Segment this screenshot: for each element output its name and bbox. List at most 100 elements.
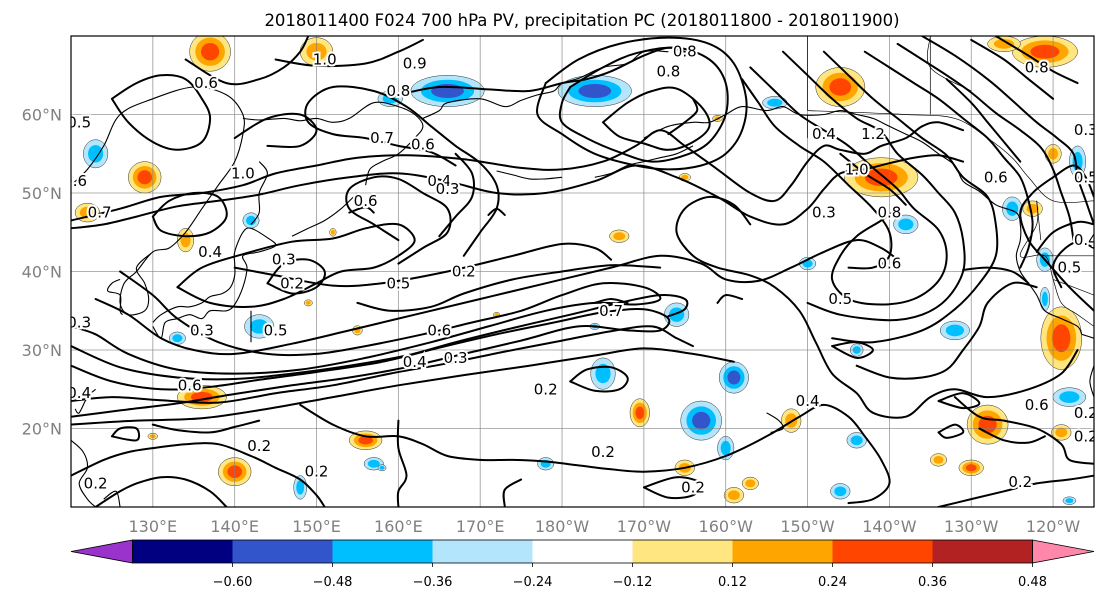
contour-label-11: 1.0 (231, 164, 255, 182)
contour-label-15: 0.3 (190, 321, 214, 339)
pv-contour-54 (151, 191, 228, 238)
colorbar-extend-low (70, 539, 133, 564)
contour-label-52: 0.7 (88, 204, 112, 222)
colorbar-tick-label-4: −0.12 (613, 575, 653, 590)
precip-blob-2-band-2 (137, 170, 152, 185)
contour-label-10: 0.4 (198, 243, 222, 261)
lon-label-150: 150°E (292, 517, 341, 536)
colorbar-swatch-8 (932, 540, 1033, 563)
precip-blob-12-band-1 (296, 480, 305, 495)
pv-contour-33 (994, 36, 1079, 85)
lon-label-230: 130°W (944, 517, 999, 536)
contour-label-50: 0.2 (84, 474, 108, 492)
precip-blob-61-band-1 (379, 465, 385, 470)
pv-contour-49 (94, 475, 228, 507)
contour-label-4: 0.6 (411, 135, 435, 153)
pv-contour-7 (94, 239, 899, 356)
colorbar-swatch-3 (432, 540, 533, 563)
contour-label-19: 0.2 (247, 437, 271, 455)
pv-contour-48 (71, 442, 326, 507)
precip-blob-30-band-1 (681, 174, 689, 180)
precip-blob-24-band-1 (613, 232, 626, 241)
border-6 (1052, 279, 1094, 296)
pv-contour-29 (921, 36, 1094, 226)
pv-contour-22 (667, 97, 699, 136)
precip-blob-58-band-1 (993, 39, 1015, 49)
contour-label-6: 0.3 (436, 180, 460, 198)
pv-contour-12 (304, 85, 500, 257)
contour-label-2: 0.8 (386, 82, 410, 100)
pv-contour-36 (1052, 240, 1094, 289)
contour-label-1: 0.9 (403, 55, 427, 73)
pv-contour-50 (110, 426, 141, 442)
pv-contour-8 (176, 222, 416, 308)
pv-contour-17 (602, 86, 711, 151)
pv-contour-19 (536, 36, 748, 171)
pv-contour-14 (110, 74, 212, 151)
pv-contour-32 (970, 38, 1055, 100)
contour-label-22: 0.5 (386, 274, 410, 292)
lon-label-240: 120°W (1026, 517, 1081, 536)
pv-contour-9 (266, 258, 326, 295)
pv-contour-31 (839, 152, 907, 206)
pv-contour-13 (438, 152, 476, 238)
contour-label-24: 0.4 (403, 353, 427, 371)
pv-contour-0 (71, 121, 965, 222)
contour-label-35: 0.3 (812, 204, 836, 222)
pv-contour-3 (71, 307, 671, 418)
precip-blob-0-band-2 (201, 43, 220, 61)
pv-contour-34 (1035, 220, 1094, 253)
precip-blob-36-band-1 (834, 486, 847, 497)
coastline-15 (103, 490, 121, 507)
colorbar-swatch-4 (532, 540, 633, 563)
lon-label-220: 140°W (862, 517, 917, 536)
coastline-13 (74, 388, 96, 414)
precip-blob-15-band-1 (367, 459, 380, 468)
pv-contour-45 (502, 478, 523, 507)
contour-label-51: 0.6 (194, 74, 218, 92)
colorbar-swatch-7 (832, 540, 933, 563)
coastline-1 (71, 86, 245, 316)
pv-contour-59 (569, 365, 629, 393)
precip-blob-42-band-1 (898, 218, 914, 231)
precip-blob-18-band-1 (494, 313, 499, 317)
figure-title: 2018011400 F024 700 hPa PV, precipitatio… (264, 11, 899, 30)
contour-label-42: 0.3 (1074, 121, 1098, 139)
pv-contour-56 (348, 206, 375, 214)
contour-label-5: 0.4 (427, 172, 451, 190)
coastline-12 (496, 170, 563, 180)
pv-contour-24 (741, 78, 893, 270)
contour-label-44: 0.5 (1057, 259, 1081, 277)
precip-blob-59-band-1 (330, 229, 335, 235)
pv-contour-6 (71, 347, 735, 426)
pv-contour-35 (1019, 164, 1094, 312)
coastline-6 (242, 101, 424, 186)
precip-blob-32-band-1 (745, 479, 756, 488)
coastline-9 (1081, 333, 1094, 339)
contour-label-13: 0.6 (63, 172, 87, 190)
precip-blob-46-band-1 (933, 456, 944, 464)
precip-blob-6-band-1 (246, 215, 256, 226)
precip-blob-31-band-1 (727, 490, 740, 501)
contour-label-31: 0.8 (673, 43, 697, 61)
colorbar-swatch-6 (732, 540, 833, 563)
precip-blob-8-band-1 (172, 334, 183, 343)
longitude-tick-labels: 130°E 140°E 150°E 160°E 170°E 180°W 170°W 160°W… (129, 517, 1081, 536)
precip-blob-49-band-2 (1052, 324, 1071, 353)
coastline-14 (71, 439, 96, 507)
pv-contour-43 (299, 403, 891, 505)
colorbar-tick-label-3: −0.24 (513, 575, 553, 590)
contour-label-18: 0.4 (67, 384, 91, 402)
coastline-10 (1089, 365, 1094, 398)
contour-label-43: 0.5 (1074, 168, 1098, 186)
lat-label-50: 50°N (22, 184, 62, 203)
pv-contour-21 (184, 36, 310, 86)
contour-label-26: 0.7 (599, 302, 623, 320)
pv-contour-25 (782, 50, 966, 322)
contour-label-17: 0.6 (178, 376, 202, 394)
pv-contour-20 (274, 38, 424, 68)
colorbar-tick-label-7: 0.36 (918, 575, 947, 590)
precip-blob-51-band-1 (1059, 391, 1080, 403)
map-panel: 1.0 0.90.80.7 0.60.40.30.60.30.20.41.00.50… (63, 35, 1098, 508)
